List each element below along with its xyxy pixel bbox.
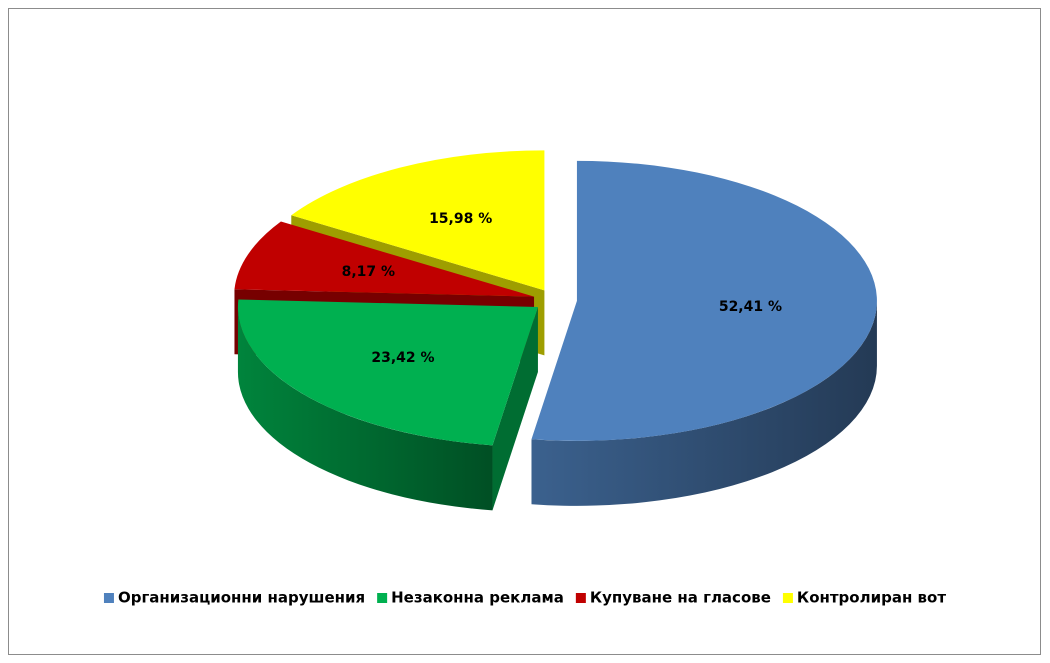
slice-top (237, 299, 538, 446)
data-label: 23,42 % (371, 350, 434, 366)
legend-label: Купуване на гласове (590, 589, 771, 607)
legend-swatch (103, 593, 114, 603)
legend: Организационни нарушения Незаконна реклам… (103, 589, 946, 607)
data-label: 15,98 % (429, 211, 492, 227)
slice-wall (492, 306, 538, 511)
legend-swatch (377, 593, 388, 603)
pie: 52,41 % 23,42 % 8,17 % 15,98 % (234, 150, 877, 511)
slice-side (237, 306, 493, 511)
legend-swatch (782, 593, 793, 603)
legend-label: Незаконна реклама (391, 589, 564, 607)
data-label: 52,41 % (719, 299, 782, 315)
slice (531, 160, 877, 506)
slice-side (531, 300, 877, 506)
slice (237, 299, 538, 511)
slice-top (291, 150, 545, 291)
legend-label: Контролиран вот (797, 589, 946, 607)
slice-top (234, 221, 535, 297)
legend-swatch (575, 593, 586, 603)
slice-top (531, 160, 877, 441)
data-label: 8,17 % (342, 264, 395, 280)
legend-label: Организационни нарушения (118, 589, 365, 607)
